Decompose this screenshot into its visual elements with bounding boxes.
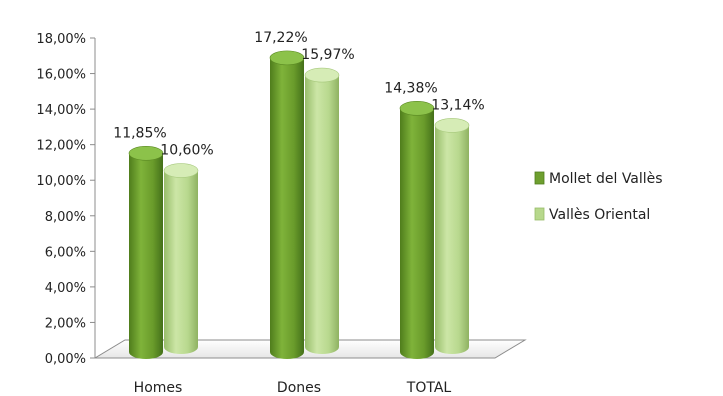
bar [129,153,163,359]
y-tick-label: 4,00% [45,281,86,296]
legend-swatch [534,171,545,185]
data-label: 15,97% [301,47,354,63]
legend-label: Vallès Oriental [549,207,650,223]
bar-top [304,67,340,83]
bar-top [399,101,435,116]
y-tick-label: 2,00% [45,316,86,331]
y-tick-label: 0,00% [45,352,86,367]
bar [435,125,469,355]
bar-top [269,50,305,66]
data-label: 14,38% [384,80,437,96]
data-label: 17,22% [254,30,307,46]
bar [164,170,198,354]
bar [305,75,339,354]
y-tick-label: 12,00% [36,139,86,154]
bar-top [434,118,470,133]
x-category-label: TOTAL [406,380,452,396]
data-label: 10,60% [160,143,213,159]
labels-layer: Homes 11,85% 10,60% Dones 17,22%15,97% TOTAL 1… [113,30,484,396]
y-tick-label: 16,00% [36,68,86,83]
x-category-label: Dones [277,380,321,396]
bar-top [163,163,199,178]
legend-label: Mollet del Vallès [549,171,663,187]
data-label: 11,85% [113,125,166,141]
x-category-label: Homes [134,380,183,396]
bar [400,108,434,359]
bars-layer [128,50,470,359]
data-label: 13,14% [431,97,484,113]
y-tick-label: 6,00% [45,245,86,260]
legend-swatch [534,207,545,221]
y-tick-label: 10,00% [36,174,86,189]
y-tick-label: 8,00% [45,210,86,225]
bar-top [128,146,164,161]
legend: Mollet del Vallès Vallès Oriental [534,171,663,223]
bar [270,57,304,359]
y-tick-label: 18,00% [36,32,86,47]
y-tick-label: 14,00% [36,103,86,118]
